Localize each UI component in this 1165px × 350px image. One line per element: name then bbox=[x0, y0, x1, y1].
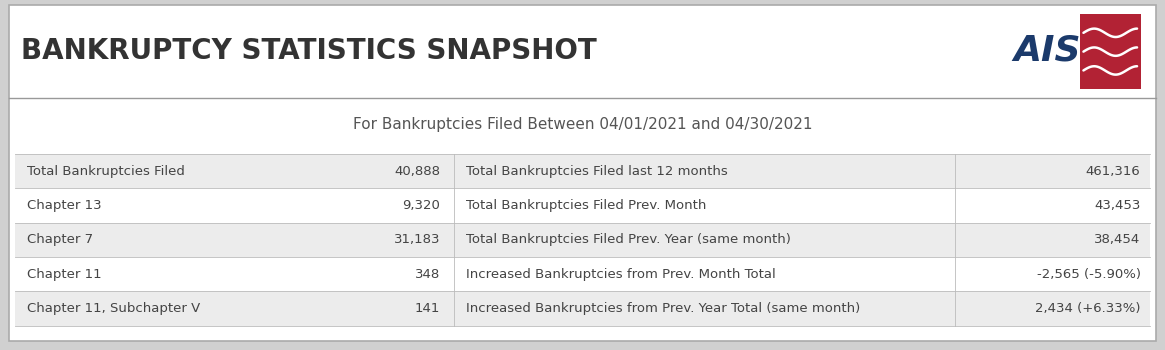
Bar bbox=[15, 188, 1150, 223]
Text: 31,183: 31,183 bbox=[394, 233, 440, 246]
Text: 461,316: 461,316 bbox=[1086, 164, 1141, 178]
Text: For Bankruptcies Filed Between 04/01/2021 and 04/30/2021: For Bankruptcies Filed Between 04/01/202… bbox=[353, 117, 812, 132]
Text: Chapter 11, Subchapter V: Chapter 11, Subchapter V bbox=[27, 302, 200, 315]
Text: Total Bankruptcies Filed: Total Bankruptcies Filed bbox=[27, 164, 185, 178]
Bar bbox=[15, 223, 1150, 257]
Text: Chapter 13: Chapter 13 bbox=[27, 199, 101, 212]
Text: 43,453: 43,453 bbox=[1094, 199, 1141, 212]
Bar bbox=[15, 291, 1150, 326]
Text: Chapter 11: Chapter 11 bbox=[27, 267, 101, 281]
Text: Increased Bankruptcies from Prev. Month Total: Increased Bankruptcies from Prev. Month … bbox=[466, 267, 776, 281]
Text: Chapter 7: Chapter 7 bbox=[27, 233, 93, 246]
Bar bbox=[1080, 14, 1141, 89]
Text: Increased Bankruptcies from Prev. Year Total (same month): Increased Bankruptcies from Prev. Year T… bbox=[466, 302, 860, 315]
Text: -2,565 (-5.90%): -2,565 (-5.90%) bbox=[1037, 267, 1141, 281]
Text: AIS: AIS bbox=[1014, 34, 1081, 68]
Text: BANKRUPTCY STATISTICS SNAPSHOT: BANKRUPTCY STATISTICS SNAPSHOT bbox=[21, 37, 596, 65]
Bar bbox=[15, 154, 1150, 188]
Text: 38,454: 38,454 bbox=[1094, 233, 1141, 246]
Text: Total Bankruptcies Filed Prev. Year (same month): Total Bankruptcies Filed Prev. Year (sam… bbox=[466, 233, 791, 246]
Bar bbox=[15, 257, 1150, 291]
Text: Total Bankruptcies Filed last 12 months: Total Bankruptcies Filed last 12 months bbox=[466, 164, 728, 178]
Text: Total Bankruptcies Filed Prev. Month: Total Bankruptcies Filed Prev. Month bbox=[466, 199, 706, 212]
Text: 348: 348 bbox=[415, 267, 440, 281]
Text: 141: 141 bbox=[415, 302, 440, 315]
Text: 9,320: 9,320 bbox=[402, 199, 440, 212]
Text: 40,888: 40,888 bbox=[395, 164, 440, 178]
Text: 2,434 (+6.33%): 2,434 (+6.33%) bbox=[1035, 302, 1141, 315]
